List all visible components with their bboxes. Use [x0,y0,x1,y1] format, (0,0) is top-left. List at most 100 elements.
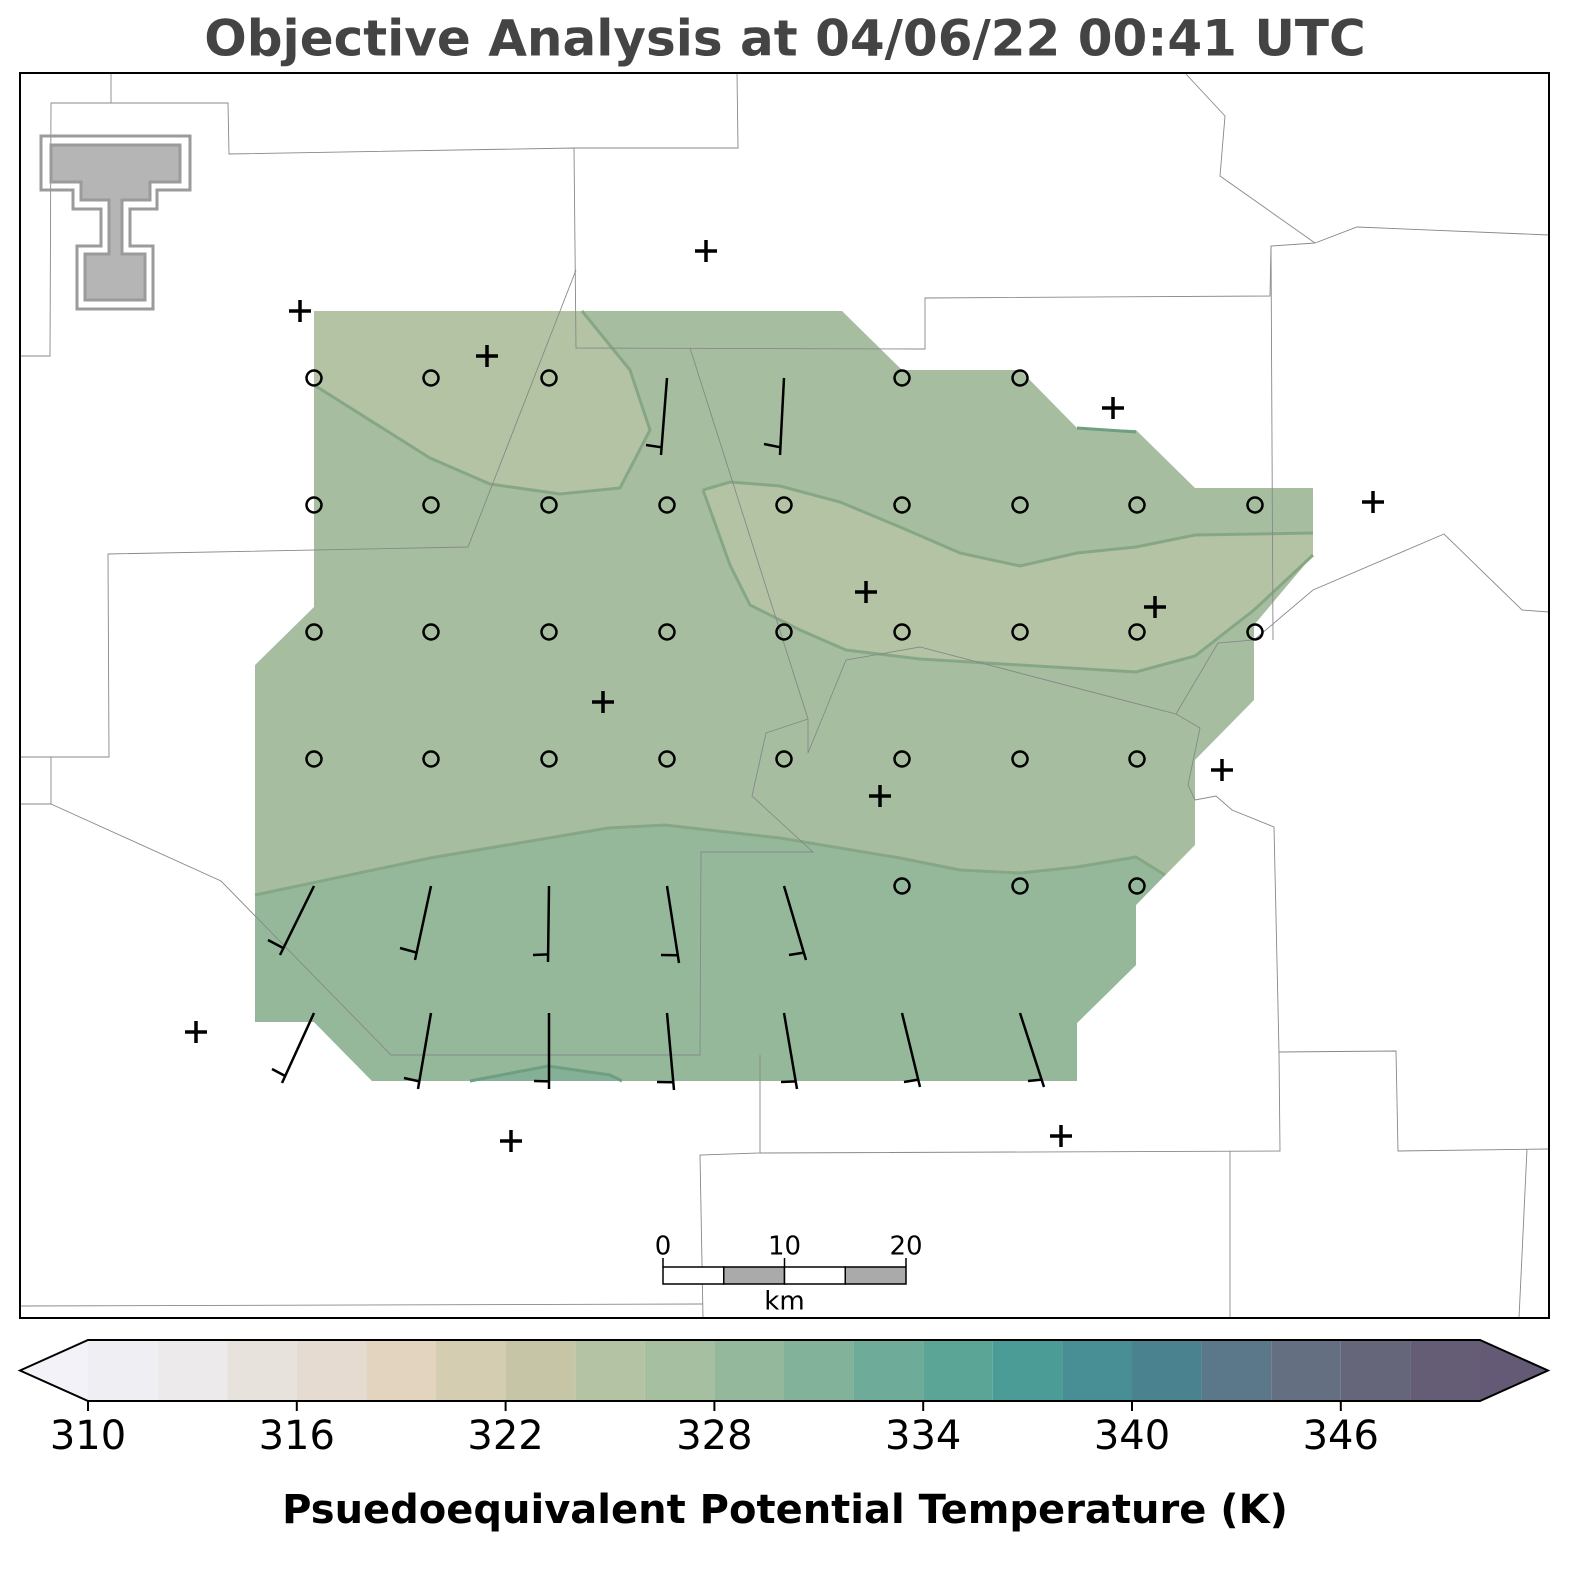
colorbar-box [1271,1340,1341,1401]
colorbar-box [853,1340,924,1401]
colorbar-tick-label: 328 [676,1413,752,1459]
scale-label: 10 [768,1232,801,1262]
colorbar-box [366,1340,436,1401]
calm-wind [1011,369,1029,387]
colorbar-box [227,1340,297,1401]
colorbar-box [296,1340,367,1401]
wind-barb [399,885,433,961]
scale-label: 20 [889,1232,922,1262]
calm-wind [1011,623,1029,641]
calm-wind [540,623,558,641]
calm-wind [893,496,911,514]
calm-wind [422,496,440,514]
wind-barb [271,1012,316,1084]
colorbar-box [714,1340,784,1401]
colorbar-box [1062,1340,1132,1401]
title: Objective Analysis at 04/06/22 00:41 UTC [204,10,1365,68]
map: 0 10 20 km [19,72,1550,1319]
colorbar-tick-label: 310 [50,1413,126,1459]
colorbar-box [1201,1340,1272,1401]
colorbar-label: Psuedoequivalent Potential Temperature (… [282,1487,1288,1533]
wind-barb [780,1012,799,1090]
field-region [255,825,1165,1081]
wind-barb [645,377,669,456]
colorbar: 310 316 322 328 334 340 346 [17,1339,1551,1459]
calm-wind [422,369,440,387]
calm-wind [1246,623,1264,641]
calm-wind [658,623,676,641]
colorbar-box [644,1340,715,1401]
calm-wind [305,369,323,387]
calm-wind [893,877,911,895]
wind-barb [763,377,786,456]
calm-wind [1128,496,1146,514]
calm-wind [540,750,558,768]
wind-barb [267,885,316,956]
calm-wind [658,496,676,514]
wind-barb [403,1012,433,1090]
colorbar-box [436,1340,506,1401]
colorbar-box [923,1340,993,1401]
station-plus [592,691,614,713]
calm-wind [540,496,558,514]
field-region [703,482,1313,672]
colorbar-tick-label: 340 [1094,1413,1170,1459]
station-plus [289,300,311,322]
wind-barb [656,1012,676,1091]
colorbar-extend-high [1480,1340,1548,1401]
scale-bar: 0 10 20 km [655,1232,923,1317]
scale-segment [783,1266,846,1285]
colorbar-tick-label: 334 [885,1413,961,1459]
calm-wind [305,750,323,768]
colorbar-box [1340,1340,1411,1401]
calm-wind [658,750,676,768]
station-plus [1144,596,1166,618]
field-region [470,1066,622,1081]
colorbar-box [575,1340,645,1401]
station-plus [500,1130,522,1152]
calm-wind [1128,877,1146,895]
county-lines [19,72,1550,1319]
calm-wind [1011,877,1029,895]
calm-wind [422,750,440,768]
station-plus [1211,759,1233,781]
wind-barb [533,1013,551,1089]
colorbar-box [784,1340,854,1401]
colorbar-box [505,1340,576,1401]
scale-segment [662,1266,725,1285]
colorbar-box [1410,1340,1480,1401]
calm-wind [893,750,911,768]
wind-barb [782,885,808,961]
colorbar-box [157,1340,228,1401]
scale-label: 0 [655,1232,672,1262]
calm-wind [775,496,793,514]
calm-wind [775,623,793,641]
colorbar-tick-label: 316 [259,1413,335,1459]
calm-wind [422,623,440,641]
calm-wind [1128,750,1146,768]
colorbar-tick-label: 346 [1303,1413,1379,1459]
wind-barb [1018,1012,1046,1088]
calm-wind [1246,496,1264,514]
calm-wind [1011,750,1029,768]
station-plus [869,785,891,807]
contours [254,310,1315,1083]
station-plus [185,1021,207,1043]
calm-wind [775,750,793,768]
colorbar-extend-low [20,1340,88,1401]
station-plus [476,345,498,367]
station-plus [1362,491,1384,513]
station-plus [1102,397,1124,419]
scale-segment [844,1266,907,1285]
scale-segment [723,1266,786,1285]
calm-wind [540,369,558,387]
colorbar-tick-label: 322 [467,1413,543,1459]
calm-wind [1128,623,1146,641]
field-region [314,311,650,494]
logo [39,134,192,311]
colorbar-box [88,1340,158,1401]
colorbar-box [992,1340,1063,1401]
colorbar-box [1132,1340,1202,1401]
scale-unit: km [764,1287,804,1317]
